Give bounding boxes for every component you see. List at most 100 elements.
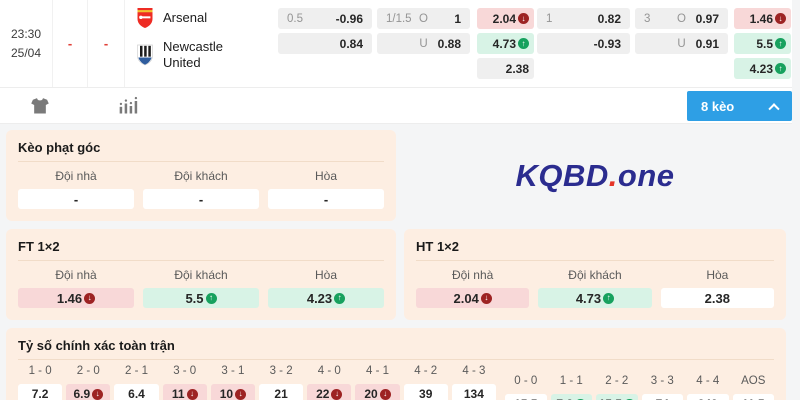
score-label: 4 - 3 xyxy=(462,365,486,377)
teams-column: Arsenal Newcastle United xyxy=(125,0,272,87)
home-score: - xyxy=(67,36,73,51)
score-odds-cell[interactable]: 11.5 ↑ ↓ xyxy=(732,394,774,400)
score-odds-cell[interactable]: 21 ↑ ↓ xyxy=(259,384,304,400)
column-header: Đội khách xyxy=(174,268,228,282)
ou1-under-cell[interactable]: U 0.88 xyxy=(377,33,470,54)
odds-up-icon: ↑ xyxy=(775,63,786,74)
x12-odds-cell[interactable]: 2.38 ↑ ↓ xyxy=(477,58,534,79)
odds-up-icon: ↑ xyxy=(603,292,615,304)
hdp1-home-cell[interactable]: 0.5 -0.96 xyxy=(278,8,372,29)
hdp2-away-cell[interactable]: -0.93 xyxy=(537,33,630,54)
x12-odds-cell[interactable]: 2.04 ↑ ↓ xyxy=(477,8,534,29)
hdp1-line: 0.5 xyxy=(287,12,303,25)
corner-odds-cell[interactable]: - ↑ ↓ xyxy=(268,189,384,209)
odds-up-icon: ↑ xyxy=(775,38,786,49)
column-header: Hòa xyxy=(314,169,337,183)
score-odds-cell[interactable]: 134 ↑ ↓ xyxy=(451,384,496,400)
section-title: FT 1×2 xyxy=(18,237,384,261)
ou1-over-cell[interactable]: 1/1.5 O 1 xyxy=(377,8,470,29)
away-score: - xyxy=(103,36,109,51)
over-label: O xyxy=(419,12,428,25)
section-title: Kèo phạt góc xyxy=(18,138,384,162)
score-label: 2 - 1 xyxy=(124,365,148,377)
ht-odds-cell[interactable]: 4.73 ↑ ↓ xyxy=(538,288,652,308)
score-label: 4 - 1 xyxy=(365,365,389,377)
corner-odds-cell[interactable]: - ↑ ↓ xyxy=(18,189,134,209)
odds-down-icon: ↓ xyxy=(331,388,343,400)
score-label: 3 - 1 xyxy=(221,365,245,377)
ht-cells: 2.04 ↑ ↓ 4.73 ↑ ↓ 2.38 ↑ xyxy=(416,288,774,308)
jersey-icon[interactable] xyxy=(30,96,52,116)
home-team-name: Arsenal xyxy=(163,9,208,25)
section-title: Tỷ số chính xác toàn trận xyxy=(18,336,774,360)
hdp1-away-cell[interactable]: 0.84 xyxy=(278,33,372,54)
column-header: Đội khách xyxy=(174,169,228,183)
score-odds-cell[interactable]: 15.5 ↑ ↓ xyxy=(596,394,638,400)
score-odds-cell[interactable]: 10 ↑ ↓ xyxy=(210,384,255,400)
score-odds-cell[interactable]: 39 ↑ ↓ xyxy=(403,384,448,400)
over-label: O xyxy=(677,12,686,25)
ft-columns: Đội nhà Đội khách Hòa xyxy=(18,268,384,282)
column-header: Đội khách xyxy=(568,268,622,282)
ou1-line: 1/1.5 xyxy=(386,12,412,25)
newcastle-logo-icon xyxy=(135,44,155,66)
score-label: 4 - 4 xyxy=(696,375,720,387)
x12-odds-cell[interactable]: 5.5 ↑ ↓ xyxy=(734,33,791,54)
column-header: Đội nhà xyxy=(451,268,494,282)
score-label: 1 - 0 xyxy=(28,365,52,377)
x12-odds-cell[interactable]: 4.23 ↑ ↓ xyxy=(734,58,791,79)
score-draw-group: 0 - 0 1 - 1 2 - 2 3 - 3 4 - 4 AOS 15.5 ↑ ↓ 7.… xyxy=(505,365,774,400)
match-header: 23:30 25/04 - - Arsenal xyxy=(0,0,792,88)
odds-sections: Kèo phạt góc Đội nhà Đội khách Hòa - ↑ ↓ xyxy=(0,124,792,400)
column-header: Đội nhà xyxy=(55,169,97,183)
score-label: 3 - 0 xyxy=(173,365,197,377)
x12-odds-cell[interactable]: 4.73 ↑ ↓ xyxy=(477,33,534,54)
score-label: 1 - 1 xyxy=(559,375,583,387)
x12-odds-cell[interactable]: 1.46 ↑ ↓ xyxy=(734,8,791,29)
score-odds-cell[interactable]: 7.2 ↑ ↓ xyxy=(550,394,592,400)
section-title: HT 1×2 xyxy=(416,237,774,261)
odds-down-icon: ↓ xyxy=(480,292,492,304)
kickoff-time: 23:30 xyxy=(10,26,42,41)
score-row-home: 7.2 ↑ ↓ 6.9 ↑ ↓ 6. xyxy=(18,384,496,400)
away-score-col: - xyxy=(88,0,125,87)
score-odds-cell[interactable]: 7.2 ↑ ↓ xyxy=(18,384,63,400)
away-team[interactable]: Newcastle United xyxy=(135,39,223,72)
match-time: 23:30 25/04 xyxy=(0,0,53,87)
score-label: AOS xyxy=(741,375,766,387)
draw-values: 15.5 ↑ ↓ 7.2 ↑ ↓ 1 xyxy=(505,394,774,400)
score-odds-cell[interactable]: 6.4 ↑ ↓ xyxy=(114,384,159,400)
odds-up-icon: ↑ xyxy=(205,292,217,304)
score-odds-cell[interactable]: 74 ↑ ↓ xyxy=(641,394,683,400)
ou2-under-cell[interactable]: U 0.91 xyxy=(635,33,728,54)
score-odds-cell[interactable]: 11 ↑ ↓ xyxy=(162,384,207,400)
x12-group2: 1.46 ↑ ↓ 5.5 ↑ ↓ 4.23 ↑ ↓ xyxy=(734,8,791,79)
score-odds-cell[interactable]: 15.5 ↑ ↓ xyxy=(505,394,547,400)
column-header: Hòa xyxy=(314,268,337,282)
home-team[interactable]: Arsenal xyxy=(135,7,207,29)
ft-odds-cell[interactable]: 1.46 ↑ ↓ xyxy=(18,288,134,308)
ht-odds-cell[interactable]: 2.04 ↑ ↓ xyxy=(416,288,530,308)
ft-odds-cell[interactable]: 4.23 ↑ ↓ xyxy=(268,288,384,308)
score-label: 2 - 0 xyxy=(76,365,100,377)
score-odds-cell[interactable]: 22 ↑ ↓ xyxy=(307,384,352,400)
odds-down-icon: ↓ xyxy=(518,13,529,24)
score-odds-cell[interactable]: 20 ↑ ↓ xyxy=(355,384,400,400)
odds-down-icon: ↓ xyxy=(92,388,104,400)
score-odds-cell[interactable]: 249 ↑ ↓ xyxy=(687,394,729,400)
odds-down-icon: ↓ xyxy=(379,388,391,400)
score-label: 4 - 0 xyxy=(317,365,341,377)
corner-odds-cell[interactable]: - ↑ ↓ xyxy=(143,189,259,209)
score-odds-cell[interactable]: 6.9 ↑ ↓ xyxy=(66,384,111,400)
brand-logo-area: KQBD.one xyxy=(404,130,786,221)
odds-count-button[interactable]: 8 kèo xyxy=(687,91,792,121)
stats-chart-icon[interactable] xyxy=(118,96,140,116)
hdp2-home-cell[interactable]: 1 0.82 xyxy=(537,8,630,29)
score-label: 4 - 2 xyxy=(414,365,438,377)
ht-odds-cell[interactable]: 2.38 ↑ ↓ xyxy=(660,288,774,308)
ou2-over-cell[interactable]: 3 O 0.97 xyxy=(635,8,728,29)
ft-odds-cell[interactable]: 5.5 ↑ ↓ xyxy=(143,288,259,308)
